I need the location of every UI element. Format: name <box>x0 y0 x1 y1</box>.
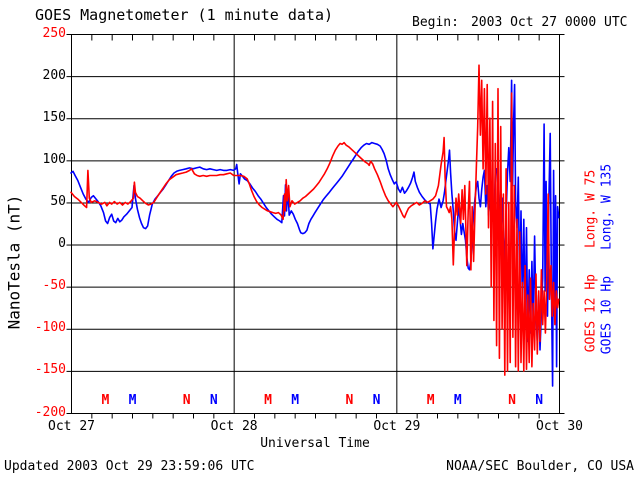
y-tick-label: 0 <box>58 236 66 252</box>
marker-noon: N <box>210 393 218 408</box>
legend-goes10: GOES 10 Hp Long. W 135 <box>600 164 615 354</box>
marker-noon: N <box>183 393 191 408</box>
y-tick-label: -200 <box>34 404 66 420</box>
y-tick-label: -50 <box>42 278 66 294</box>
y-tick-label: -100 <box>34 320 66 336</box>
marker-midnight: M <box>291 393 299 408</box>
marker-midnight: M <box>454 393 462 408</box>
legend-goes12-longitude: Long. W 75 <box>583 169 599 248</box>
legend-goes10-name: GOES 10 Hp <box>599 275 615 355</box>
begin-value: 2003 Oct 27 0000 UTC <box>470 15 628 30</box>
footer-source: NOAA/SEC Boulder, CO USA <box>446 459 634 474</box>
y-tick-label: -150 <box>34 362 66 378</box>
y-tick-label: 200 <box>42 67 66 83</box>
x-tick-label: Oct 28 <box>210 419 258 434</box>
marker-midnight: M <box>101 393 109 408</box>
legend-goes12-name: GOES 12 Hp <box>583 274 599 353</box>
y-tick-label: 50 <box>50 193 66 209</box>
x-tick-label: Oct 27 <box>48 419 95 434</box>
marker-midnight: M <box>129 393 137 408</box>
footer-updated: Updated 2003 Oct 29 23:59:06 UTC <box>4 459 255 474</box>
chart-title: GOES Magnetometer (1 minute data) <box>35 6 334 24</box>
y-tick-label: 250 <box>42 25 66 41</box>
begin-label: Begin: <box>412 15 459 30</box>
marker-midnight: M <box>427 393 435 408</box>
y-tick-label: 150 <box>42 109 66 125</box>
x-tick-label: Oct 29 <box>373 419 421 434</box>
legend-goes10-longitude: Long. W 135 <box>599 163 615 250</box>
marker-noon: N <box>345 393 353 408</box>
y-axis-title: NanoTesla (nT) <box>4 194 24 330</box>
x-tick-label: Oct 30 <box>536 419 583 434</box>
marker-midnight: M <box>264 393 272 408</box>
y-tick-label: 100 <box>42 151 66 167</box>
marker-noon: N <box>508 393 516 408</box>
legend-goes12: GOES 12 Hp Long. W 75 <box>584 170 599 353</box>
begin-time: Begin: 2003 Oct 27 0000 UTC <box>412 15 628 30</box>
x-axis-title: Universal Time <box>260 436 370 451</box>
marker-noon: N <box>535 393 543 408</box>
series-line-goes-12-hp <box>70 64 560 376</box>
marker-noon: N <box>373 393 381 408</box>
plot-frame <box>71 34 560 414</box>
